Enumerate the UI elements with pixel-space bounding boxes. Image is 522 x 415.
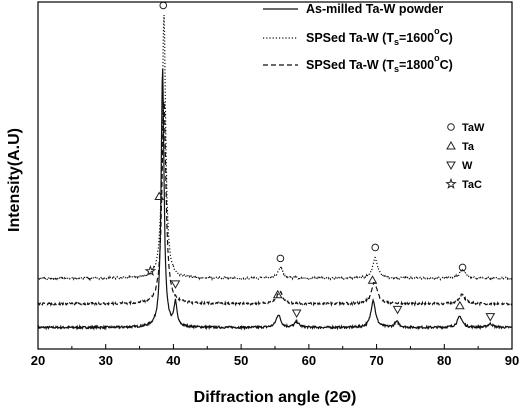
legend-label-1: As-milled Ta-W powder bbox=[306, 2, 443, 16]
triangle-down-marker bbox=[485, 313, 496, 322]
star-legend-icon bbox=[445, 177, 457, 189]
triangle-down-legend-icon bbox=[446, 161, 456, 171]
legend-label-3: SPSed Ta-W (Ts=1800oC) bbox=[306, 53, 453, 74]
series-line-3 bbox=[37, 101, 513, 308]
x-tick-label: 90 bbox=[505, 353, 519, 368]
x-tick-label: 60 bbox=[302, 353, 316, 368]
phase-legend-label: TaC bbox=[462, 179, 482, 191]
x-tick-label: 20 bbox=[31, 353, 45, 368]
plot-frame bbox=[37, 1, 513, 350]
circle-marker bbox=[159, 1, 168, 10]
triangle-up-legend-icon bbox=[446, 140, 456, 150]
triangle-down-marker bbox=[170, 280, 181, 289]
triangle-up-marker bbox=[272, 289, 283, 299]
x-axis-label: Diffraction angle (2Θ) bbox=[194, 389, 357, 406]
series-line-1 bbox=[37, 68, 513, 331]
triangle-up-marker bbox=[154, 191, 165, 200]
circle-legend-icon bbox=[447, 123, 455, 131]
phase-legend-label: W bbox=[462, 160, 473, 172]
series-legend: As-milled Ta-W powder SPSed Ta-W (Ts=1600… bbox=[263, 2, 453, 74]
x-tick-label: 80 bbox=[437, 353, 451, 368]
phase-legend-label: Ta bbox=[462, 141, 475, 153]
x-axis-ticks: 20 30 40 50 60 70 80 90 bbox=[31, 344, 519, 368]
y-axis-label: Intensity(A.U) bbox=[6, 128, 23, 232]
triangle-down-marker bbox=[392, 305, 403, 315]
triangle-up-marker bbox=[367, 275, 378, 284]
triangle-down-marker bbox=[291, 309, 302, 318]
peak-markers bbox=[144, 1, 496, 322]
circle-marker bbox=[276, 254, 285, 263]
series-curves bbox=[37, 14, 513, 331]
x-tick-label: 30 bbox=[98, 353, 112, 368]
x-tick-label: 70 bbox=[369, 353, 383, 368]
circle-marker bbox=[458, 263, 467, 272]
legend-label-2: SPSed Ta-W (Ts=1600oC) bbox=[306, 26, 453, 47]
phase-legend-label: TaW bbox=[462, 122, 485, 134]
star-marker bbox=[144, 265, 157, 276]
x-tick-label: 50 bbox=[234, 353, 248, 368]
x-tick-label: 40 bbox=[166, 353, 180, 368]
triangle-up-marker bbox=[454, 300, 465, 310]
series-line-2 bbox=[37, 14, 513, 282]
circle-marker bbox=[371, 243, 380, 252]
